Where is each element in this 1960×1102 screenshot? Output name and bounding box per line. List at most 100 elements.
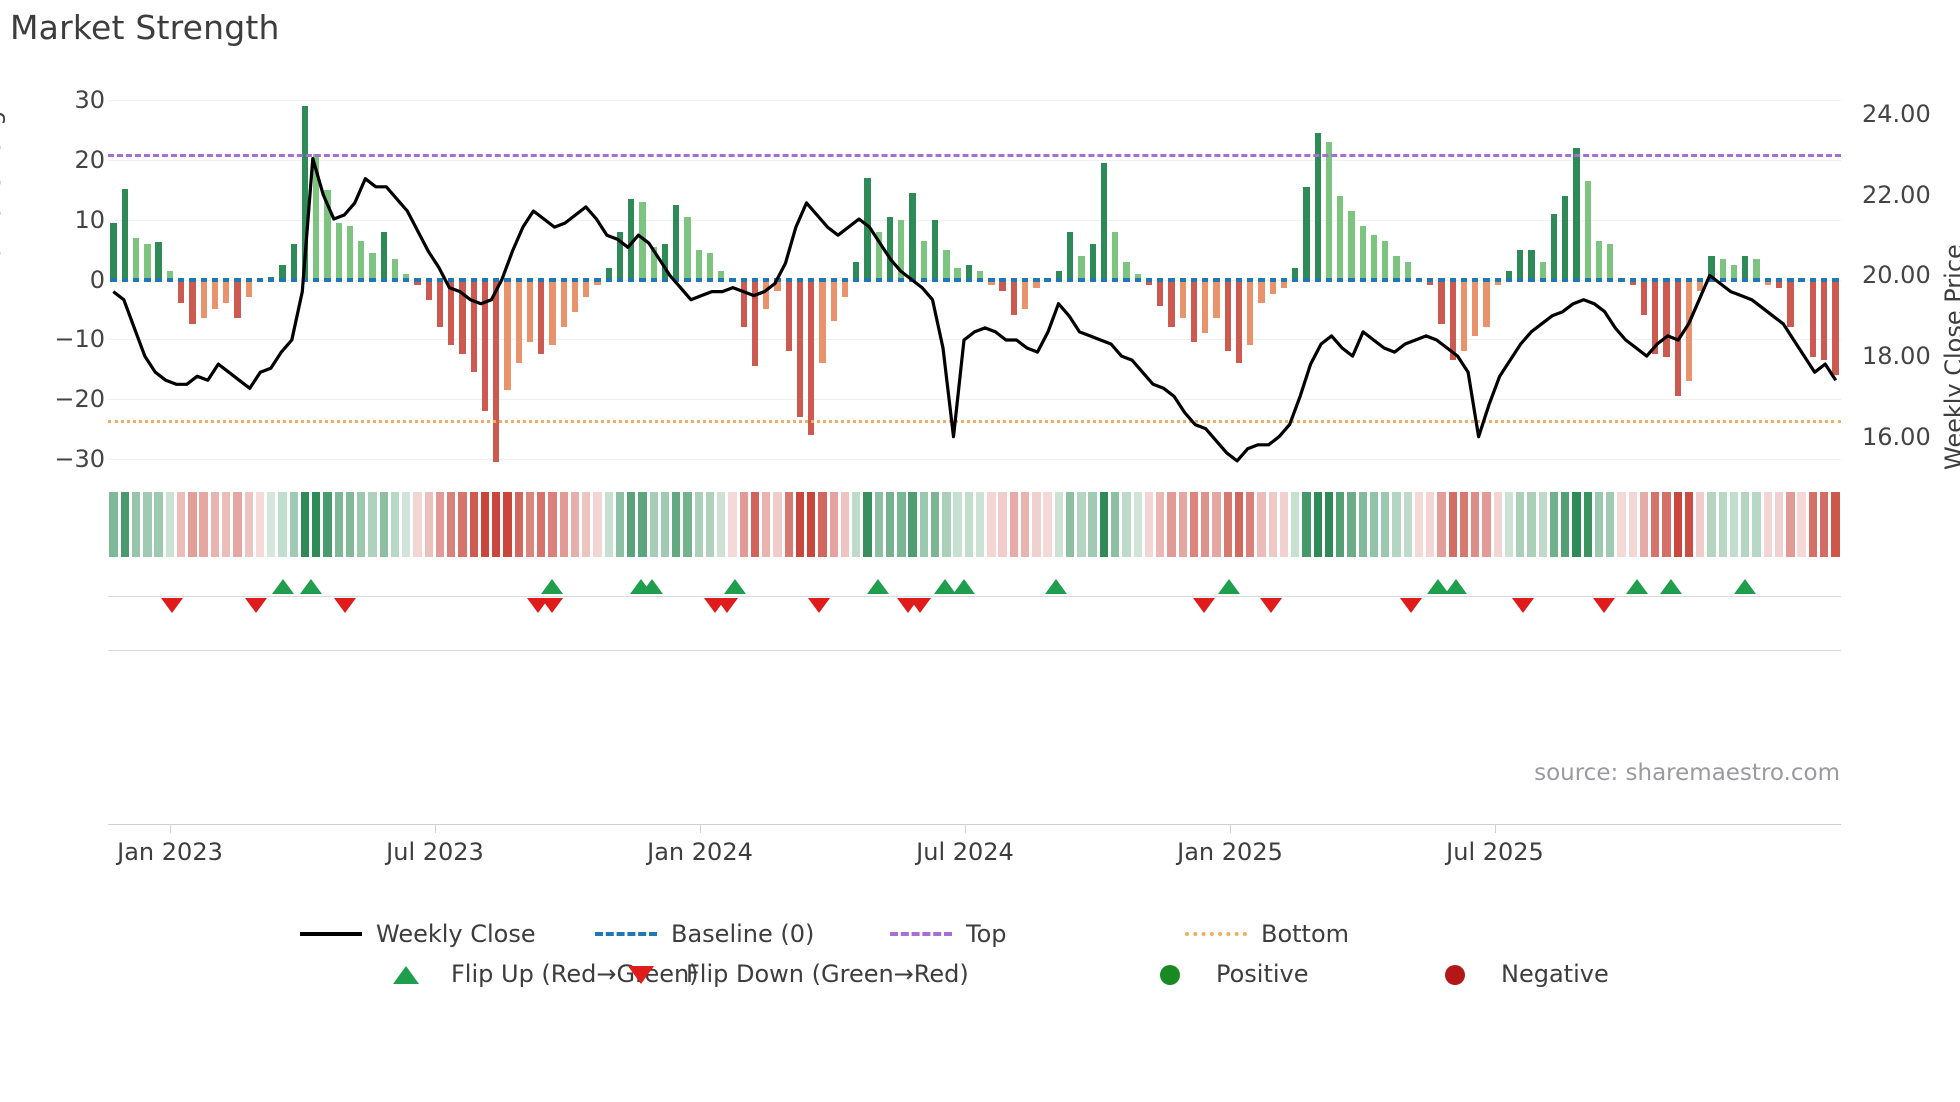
strength-bar — [1809, 279, 1816, 358]
heat-strip-cell — [368, 492, 377, 557]
baseline-marker — [1359, 277, 1366, 282]
heat-strip-cell — [1201, 492, 1210, 557]
heat-strip-cell — [458, 492, 467, 557]
strength-bar — [571, 279, 579, 313]
heat-strip-cell — [357, 492, 366, 557]
strength-bar — [1067, 231, 1074, 280]
flip-up-marker — [299, 579, 322, 594]
left-axis-tick: 10 — [74, 205, 105, 234]
strength-bar — [1562, 195, 1569, 280]
strength-bar — [166, 270, 174, 280]
heat-strip-cell — [975, 492, 985, 557]
green-dot-icon — [1140, 963, 1202, 985]
baseline-marker — [279, 277, 286, 282]
baseline-marker — [1010, 277, 1018, 282]
heat-strip-cell — [1122, 492, 1131, 557]
strength-bar — [661, 243, 669, 280]
x-tick-mark — [700, 824, 701, 833]
strength-bar — [1640, 279, 1648, 316]
heat-strip-cell — [649, 492, 658, 557]
heat-strip-cell — [1617, 492, 1626, 557]
strength-bar — [898, 219, 905, 280]
legend-row-1: Weekly Close Baseline (0) Top Bottom — [0, 920, 1960, 960]
heat-strip-cell — [852, 492, 861, 557]
flip-up-marker — [953, 579, 976, 594]
x-axis-tick-label: Jul 2023 — [386, 838, 484, 866]
strength-bar — [639, 201, 646, 280]
baseline-marker — [1415, 277, 1423, 282]
baseline-marker — [796, 277, 804, 282]
baseline-marker — [628, 277, 635, 282]
baseline-marker — [1190, 277, 1198, 282]
strength-bar — [200, 279, 207, 319]
legend-item[interactable]: Flip Up (Red→Green) — [375, 960, 699, 988]
flip-down-marker — [1400, 598, 1423, 613]
baseline-marker — [1607, 277, 1614, 282]
bottom-reference-line — [108, 420, 1841, 424]
legend-item[interactable]: Positive — [1140, 960, 1309, 988]
strength-bar — [1292, 267, 1299, 280]
strength-bar — [504, 279, 511, 391]
heat-strip-cell — [1246, 492, 1255, 557]
heat-strip-cell — [1808, 492, 1818, 557]
strength-bar — [706, 252, 714, 280]
legend-label: Top — [966, 920, 1007, 948]
strength-bar — [864, 177, 871, 280]
strength-bar — [358, 240, 365, 280]
strength-bar — [132, 237, 140, 280]
heat-strip-cell — [1684, 492, 1694, 557]
heat-strip-cell — [402, 492, 411, 557]
heat-strip-cell — [885, 492, 895, 557]
strength-bar — [583, 279, 590, 298]
right-axis-tick: 18.00 — [1862, 342, 1931, 371]
baseline-marker — [1798, 277, 1805, 282]
triangle-up-icon — [375, 963, 437, 985]
strength-bar — [1607, 243, 1614, 280]
baseline-marker — [841, 277, 849, 282]
strength-bar — [1438, 279, 1445, 325]
baseline-marker — [853, 277, 860, 282]
strength-bar — [470, 279, 477, 373]
baseline-marker — [1112, 277, 1119, 282]
strength-bar — [931, 219, 939, 280]
legend-item[interactable]: Weekly Close — [300, 920, 536, 948]
strength-bar — [1775, 279, 1783, 289]
legend-item[interactable]: Top — [890, 920, 1007, 948]
flip-up-marker — [640, 579, 663, 594]
heat-strip-cell — [1471, 492, 1480, 557]
legend-item[interactable]: Flip Down (Green→Red) — [610, 960, 969, 988]
legend-item[interactable]: Bottom — [1185, 920, 1349, 948]
baseline-marker — [1404, 277, 1411, 282]
bar-series — [108, 82, 1841, 477]
heat-strip-cell — [1538, 492, 1547, 557]
heat-strip-cell — [1156, 492, 1165, 557]
strength-bar — [999, 279, 1006, 292]
legend-item[interactable]: Baseline (0) — [595, 920, 814, 948]
legend-item[interactable]: Negative — [1425, 960, 1609, 988]
heat-strip-cell — [1639, 492, 1649, 557]
strength-bar — [391, 258, 399, 280]
strength-bar — [324, 189, 331, 280]
gridline — [108, 159, 1841, 161]
strength-bar — [1539, 261, 1546, 280]
baseline-marker — [1168, 277, 1175, 282]
heat-strip-cell — [627, 492, 636, 557]
triangle-down-icon — [610, 963, 672, 985]
x-axis-tick-label: Jan 2023 — [117, 838, 223, 866]
baseline-marker — [954, 277, 961, 282]
baseline-marker — [1550, 277, 1558, 282]
heat-strip-cell — [1392, 492, 1401, 557]
baseline-marker — [1044, 277, 1051, 282]
baseline-marker — [324, 277, 331, 282]
strength-bar — [616, 231, 624, 280]
strength-bar — [1787, 279, 1794, 328]
flip-down-marker — [716, 598, 739, 613]
strength-bar — [1202, 279, 1209, 334]
heat-strip-cell — [1054, 492, 1064, 557]
heat-strip-cell — [1819, 492, 1829, 557]
baseline-marker — [1337, 277, 1344, 282]
baseline-marker — [110, 277, 117, 282]
baseline-marker — [549, 277, 556, 282]
baseline-marker — [898, 277, 905, 282]
baseline-marker — [1202, 277, 1209, 282]
